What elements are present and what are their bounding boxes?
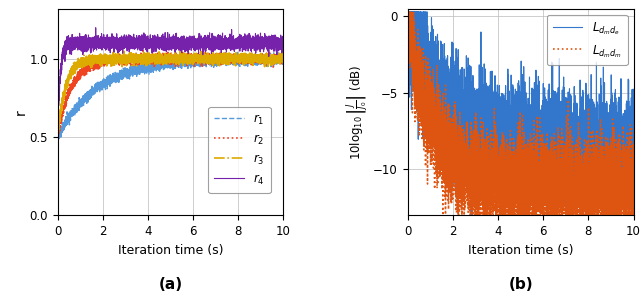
$r_4$: [239, 38, 247, 42]
$L_{d_m d_e}$: [589, 150, 597, 153]
$r_3$: [140, 56, 148, 60]
$r_3$: [222, 57, 230, 61]
$r_2$: [239, 55, 247, 58]
$r_2$: [140, 49, 147, 52]
$L_{d_m d_m}$: [589, 198, 597, 201]
$r_2$: [95, 63, 102, 66]
$r_2$: [54, 139, 61, 143]
$r_1$: [95, 81, 102, 84]
$r_3$: [54, 137, 61, 141]
Y-axis label: r: r: [14, 109, 28, 115]
$r_4$: [280, 47, 287, 51]
$r_2$: [222, 56, 230, 60]
$L_{d_m d_m}$: [490, 205, 498, 208]
Line: $L_{d_m d_m}$: $L_{d_m d_m}$: [408, 12, 634, 215]
$r_2$: [54, 136, 61, 140]
Y-axis label: $10\log_{10}\left|\frac{J}{J_0}\right|$ (dB): $10\log_{10}\left|\frac{J}{J_0}\right|$ …: [345, 64, 371, 160]
X-axis label: Iteration time (s): Iteration time (s): [468, 244, 573, 257]
Legend: $L_{d_m d_e}$, $L_{d_m d_m}$: $L_{d_m d_e}$, $L_{d_m d_m}$: [547, 15, 628, 65]
$L_{d_m d_m}$: [540, 142, 547, 146]
$r_2$: [201, 59, 209, 63]
$L_{d_m d_m}$: [404, 10, 412, 14]
$L_{d_m d_e}$: [404, 10, 412, 14]
$r_4$: [92, 26, 100, 29]
$r_4$: [140, 44, 148, 48]
Legend: $r_1$, $r_2$, $r_3$, $r_4$: $r_1$, $r_2$, $r_3$, $r_4$: [209, 107, 271, 193]
$r_3$: [201, 59, 209, 63]
$r_3$: [239, 58, 247, 62]
$r_2$: [189, 57, 197, 61]
$r_4$: [201, 44, 209, 47]
$r_3$: [280, 57, 287, 61]
$L_{d_m d_e}$: [540, 108, 547, 112]
$r_3$: [189, 54, 197, 57]
Line: $r_1$: $r_1$: [58, 52, 284, 141]
$r_4$: [189, 38, 197, 41]
$L_{d_m d_e}$: [490, 139, 498, 143]
$L_{d_m d_m}$: [573, 187, 580, 190]
$r_4$: [54, 128, 61, 132]
$r_1$: [140, 61, 148, 65]
Line: $r_4$: $r_4$: [58, 28, 284, 130]
$L_{d_m d_e}$: [572, 162, 580, 166]
$L_{d_m d_m}$: [404, 11, 412, 14]
X-axis label: Iteration time (s): Iteration time (s): [118, 244, 223, 257]
$L_{d_m d_m}$: [551, 173, 559, 176]
Line: $r_3$: $r_3$: [58, 51, 284, 139]
$L_{d_m d_e}$: [445, 113, 452, 116]
$r_1$: [239, 60, 247, 63]
$r_1$: [280, 50, 287, 54]
$r_3$: [95, 59, 102, 62]
$r_1$: [201, 58, 209, 61]
Text: (a): (a): [159, 277, 182, 291]
$r_1$: [54, 134, 61, 138]
$r_4$: [222, 45, 230, 48]
$r_1$: [222, 60, 230, 64]
$L_{d_m d_e}$: [630, 144, 637, 148]
$r_3$: [200, 49, 207, 52]
$r_1$: [280, 59, 287, 63]
$L_{d_m d_m}$: [439, 214, 447, 217]
Line: $r_2$: $r_2$: [58, 51, 284, 141]
$L_{d_m d_e}$: [468, 214, 476, 217]
$r_4$: [95, 42, 102, 45]
Line: $L_{d_m d_e}$: $L_{d_m d_e}$: [408, 12, 634, 215]
$r_2$: [280, 56, 287, 59]
$L_{d_m d_m}$: [445, 154, 452, 157]
$r_2$: [140, 59, 148, 62]
$r_1$: [189, 60, 197, 64]
$L_{d_m d_e}$: [551, 106, 559, 109]
Text: (b): (b): [508, 277, 533, 291]
$r_1$: [54, 139, 62, 142]
$L_{d_m d_m}$: [630, 188, 637, 192]
